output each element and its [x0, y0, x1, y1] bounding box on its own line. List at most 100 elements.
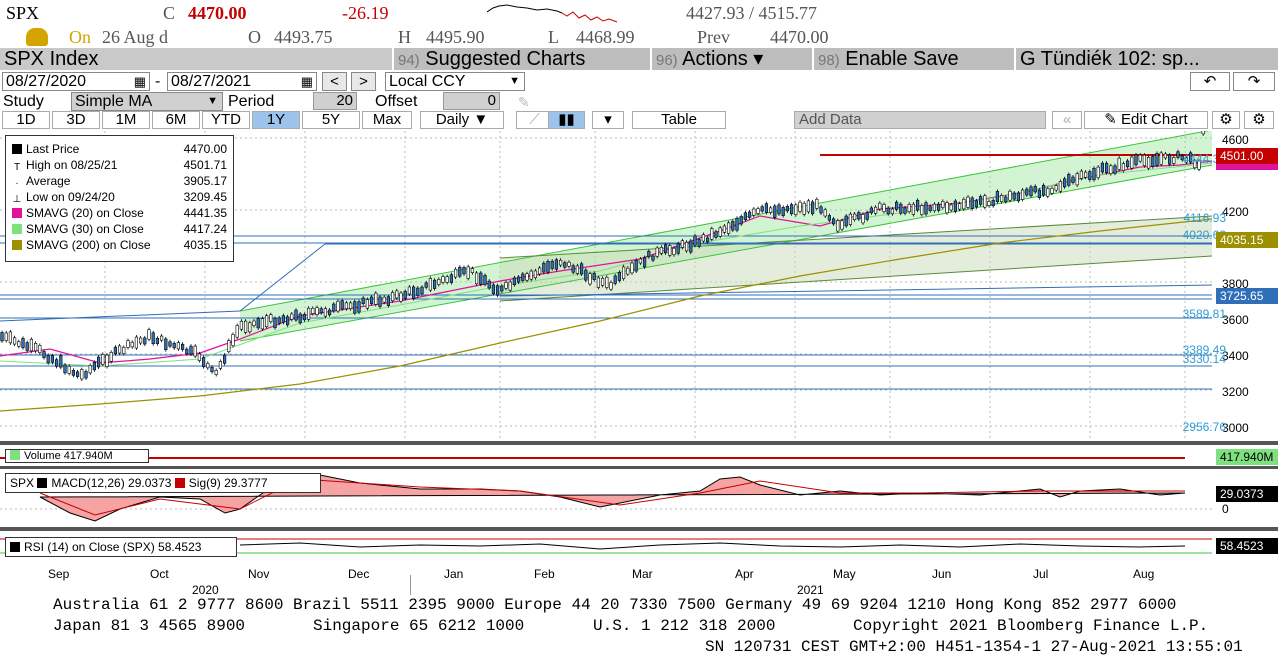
legend-row[interactable]: Last Price — [12, 141, 79, 157]
edit-chart-button[interactable]: ✎ Edit Chart — [1084, 111, 1208, 129]
next-period-button[interactable]: > — [351, 72, 376, 91]
close-prefix: C — [163, 3, 176, 23]
candle-body — [621, 266, 626, 280]
frequency-select[interactable]: Daily ▼ — [420, 111, 504, 129]
month-label: Mar — [632, 567, 653, 581]
pencil-icon[interactable]: ✎ — [518, 94, 530, 110]
tab-1y[interactable]: 1Y — [252, 111, 300, 129]
candles — [0, 131, 1205, 381]
undo-button[interactable]: ↶ — [1190, 72, 1230, 91]
legend-row[interactable]: T High on 08/25/21 — [12, 157, 117, 173]
candle-body — [789, 204, 794, 215]
candle-body — [223, 354, 227, 364]
tab-1m[interactable]: 1M — [102, 111, 150, 129]
actions-label: Actions ▾ — [682, 48, 764, 70]
y-tick: 3400 — [1222, 349, 1249, 363]
tab-6m[interactable]: 6M — [152, 111, 200, 129]
offset-input[interactable]: 0 — [443, 92, 500, 110]
tab-3d[interactable]: 3D — [52, 111, 100, 129]
add-data-field[interactable]: Add Data — [794, 111, 1046, 129]
candle-body — [726, 222, 731, 234]
enable-save-button[interactable]: 98) Enable Save — [814, 48, 1016, 70]
offset-label: Offset — [375, 93, 418, 110]
level-label: 2956.76 — [1182, 420, 1226, 434]
candle-body — [735, 217, 739, 231]
candle-body — [920, 205, 924, 215]
month-label: Feb — [534, 567, 555, 581]
candle-body — [46, 354, 50, 364]
candle-body — [399, 292, 403, 302]
tab-1d[interactable]: 1D — [2, 111, 50, 129]
candle-body — [361, 297, 365, 305]
security-field[interactable]: SPX Index — [0, 48, 394, 70]
period-input[interactable]: 20 — [313, 92, 357, 110]
candle-body — [1012, 192, 1016, 200]
candle-body — [172, 343, 176, 349]
calendar-icon[interactable]: ▦ — [133, 74, 146, 89]
y-tick: 3200 — [1222, 385, 1249, 399]
candle-body — [1163, 153, 1167, 159]
quote-date: 26 Aug d — [102, 27, 169, 47]
table-button[interactable]: Table — [632, 111, 726, 129]
legend-row[interactable]: SMAVG (30) on Close — [12, 221, 144, 237]
y-tick: 3800 — [1222, 277, 1249, 291]
user-chart-button[interactable]: G Tündiék 102: sp... — [1016, 48, 1278, 70]
candle-body — [567, 261, 571, 267]
study-select[interactable]: Simple MA ▼ — [71, 92, 223, 111]
candle-body — [1117, 157, 1121, 170]
candle-body — [160, 335, 164, 341]
candle-body — [848, 213, 852, 225]
chart-legend[interactable]: Last Price 4470.00 T High on 08/25/21 4501.7… — [5, 135, 234, 262]
calendar-icon[interactable]: ▦ — [300, 74, 313, 89]
candle-body — [281, 315, 286, 323]
chart-settings-icon[interactable]: ⚙ — [1212, 111, 1240, 129]
month-label: Sep — [48, 567, 70, 581]
tab-5y[interactable]: 5Y — [302, 111, 360, 129]
candle-body — [369, 296, 374, 305]
legend-row[interactable]: SMAVG (200) on Close — [12, 237, 151, 253]
candle-chart-icon[interactable]: ▮▮ — [548, 111, 585, 129]
legend-row[interactable]: ⊥ Low on 09/24/20 — [12, 189, 115, 205]
date-from-field[interactable]: 08/27/2020 ▦ — [2, 72, 150, 91]
enable-label: Enable Save — [845, 48, 959, 70]
legend-value: 3209.45 — [183, 190, 227, 204]
tab-ytd[interactable]: YTD — [202, 111, 250, 129]
candle-body — [596, 277, 600, 288]
candle-body — [1201, 131, 1205, 135]
candle-body — [315, 307, 319, 316]
legend-row[interactable]: ∙ Average — [12, 173, 71, 189]
candle-body — [126, 340, 130, 348]
volume-label: Volume 417.940M — [5, 449, 149, 463]
prev-period-button[interactable]: < — [322, 72, 347, 91]
candle-body — [882, 204, 886, 212]
candle-body — [689, 240, 693, 253]
speedometer-icon[interactable] — [26, 28, 48, 46]
date-to-field[interactable]: 08/27/2021 ▦ — [167, 72, 317, 91]
candle-body — [319, 308, 323, 314]
redo-button[interactable]: ↷ — [1233, 72, 1275, 91]
legend-row[interactable]: SMAVG (20) on Close — [12, 205, 144, 221]
candle-body — [1063, 178, 1067, 188]
suggested-charts-button[interactable]: 94) Suggested Charts — [394, 48, 652, 70]
gear-icon[interactable]: ⚙ — [1244, 111, 1274, 129]
chart-type-dropdown[interactable]: ▾ — [592, 111, 624, 129]
sma20-tag — [1216, 164, 1278, 170]
candle-body — [533, 270, 537, 279]
candle-body — [185, 348, 189, 355]
tab-max[interactable]: Max — [362, 111, 412, 129]
collapse-icon[interactable]: « — [1052, 111, 1082, 129]
candle-body — [306, 307, 311, 320]
candle-body — [1105, 162, 1109, 173]
candle-body — [827, 215, 831, 221]
legend-label: Last Price — [26, 142, 80, 156]
legend-label: High on 08/25/21 — [26, 158, 118, 172]
actions-button[interactable]: 96) Actions ▾ — [652, 48, 814, 70]
candle-body — [626, 267, 630, 275]
month-label: Apr — [735, 567, 754, 581]
candle-body — [88, 365, 92, 374]
candle-body — [189, 345, 193, 355]
candle-body — [899, 203, 903, 214]
currency-select[interactable]: Local CCY ▼ — [385, 72, 525, 91]
candle-body — [252, 320, 256, 326]
candle-body — [4, 332, 8, 341]
